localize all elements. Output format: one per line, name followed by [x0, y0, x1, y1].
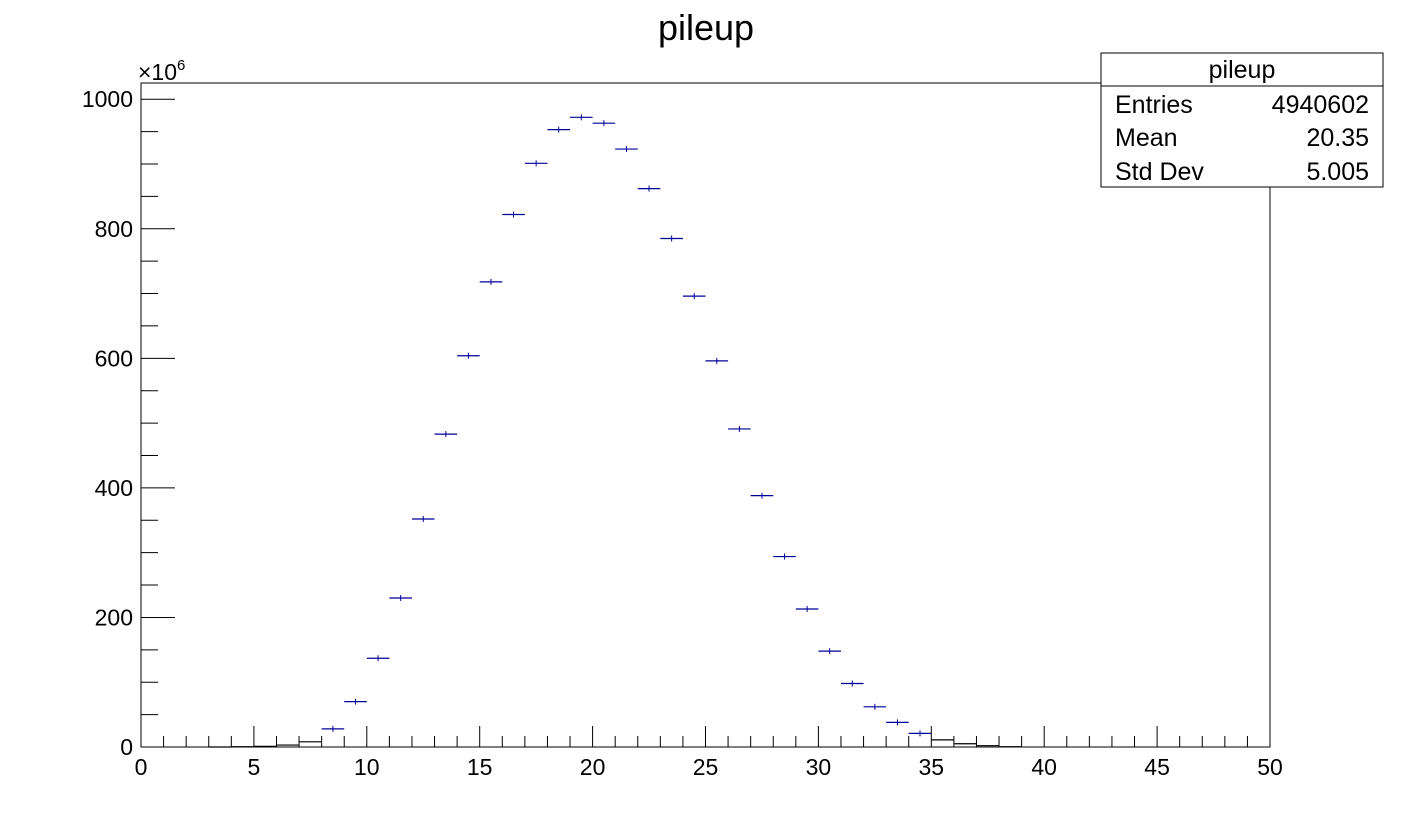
data-point	[637, 185, 661, 192]
data-point	[795, 606, 819, 613]
data-point	[615, 146, 638, 153]
y-multiplier-exponent: 6	[177, 57, 185, 74]
y-tick-label: 1000	[82, 86, 133, 112]
x-tick-label: 50	[1257, 754, 1283, 780]
stats-box-frame	[1100, 52, 1384, 188]
data-point	[502, 211, 525, 218]
stats-entries-label: Entries	[1115, 91, 1193, 119]
data-point	[344, 698, 367, 705]
x-tick-label: 20	[580, 754, 606, 780]
data-point	[682, 293, 706, 300]
data-point	[524, 160, 548, 167]
data-point	[411, 515, 435, 522]
chart-title: pileup	[658, 7, 754, 48]
stats-mean-label: Mean	[1115, 124, 1178, 152]
stats-mean-value: 20.35	[1306, 124, 1369, 152]
svg-text:×106: ×106	[138, 57, 185, 85]
data-point	[547, 126, 571, 133]
data-point	[840, 680, 864, 687]
data-point	[728, 425, 751, 432]
data-point	[908, 730, 932, 737]
data-point	[705, 357, 729, 364]
data-points	[208, 114, 1022, 748]
x-tick-label: 25	[693, 754, 719, 780]
data-point	[773, 553, 796, 560]
data-point	[570, 114, 593, 121]
x-tick-labels: 0 5 10 15 20 25 30 35 40 45 50	[135, 754, 1283, 780]
y-tick-label: 400	[95, 475, 133, 501]
data-point	[366, 655, 390, 662]
y-multiplier-base: ×10	[138, 59, 177, 85]
stats-stddev-value: 5.005	[1306, 158, 1369, 186]
data-point	[863, 703, 887, 710]
data-point	[592, 120, 616, 127]
data-point	[479, 278, 503, 285]
y-tick-labels: 0 200 400 600 800 1000	[82, 86, 133, 760]
data-point	[818, 648, 841, 655]
stats-box: pileup Entries 4940602 Mean 20.35 Std De…	[1100, 52, 1384, 188]
x-tick-label: 35	[919, 754, 945, 780]
data-point	[750, 492, 774, 499]
x-tick-label: 30	[806, 754, 832, 780]
data-point	[660, 235, 683, 242]
x-tick-label: 10	[354, 754, 380, 780]
axis-ticks	[140, 98, 1271, 748]
data-point	[321, 725, 345, 732]
x-tick-label: 5	[248, 754, 261, 780]
stats-stddev-label: Std Dev	[1115, 158, 1204, 186]
x-tick-label: 40	[1031, 754, 1057, 780]
y-tick-label: 800	[95, 216, 133, 242]
y-tick-label: 0	[120, 734, 133, 760]
y-multiplier: ×106	[138, 57, 185, 85]
stats-entries-value: 4940602	[1272, 91, 1369, 119]
y-tick-label: 200	[95, 604, 133, 630]
y-tick-label: 600	[95, 345, 133, 371]
x-tick-label: 0	[135, 754, 148, 780]
stats-title: pileup	[1209, 56, 1276, 84]
data-point	[457, 352, 480, 359]
data-point	[434, 431, 458, 438]
data-point	[389, 595, 412, 602]
x-tick-label: 15	[467, 754, 493, 780]
data-point	[886, 719, 909, 726]
x-tick-label: 45	[1144, 754, 1170, 780]
